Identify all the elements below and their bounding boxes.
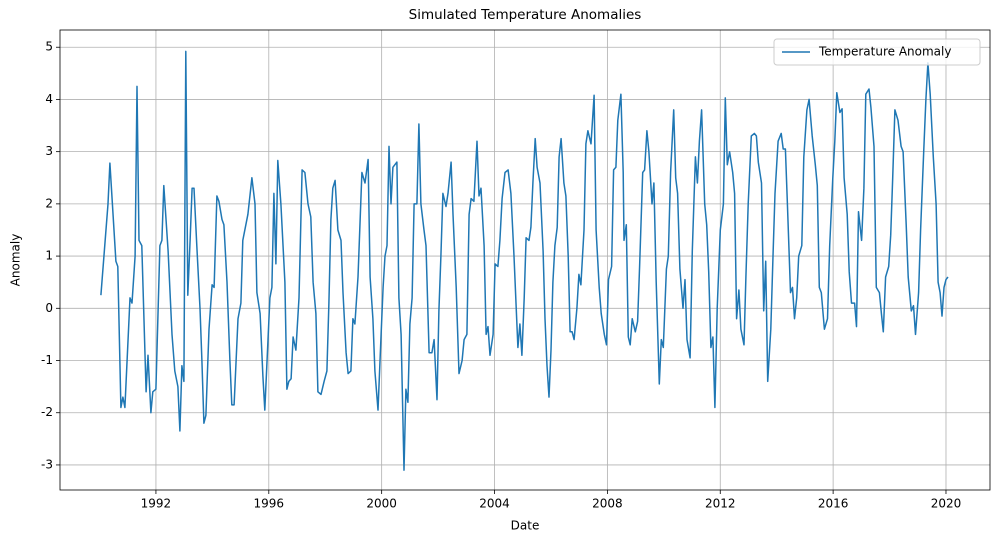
chart-title: Simulated Temperature Anomalies: [409, 7, 642, 23]
y-tick-label: 1: [45, 249, 53, 263]
x-tick-label: 1992: [141, 497, 172, 511]
legend-box: [773, 38, 981, 66]
y-tick-label: 5: [45, 40, 53, 54]
data-line: [100, 50, 949, 471]
x-tick-label: 2020: [931, 497, 962, 511]
x-tick-label: 2016: [818, 497, 849, 511]
y-tick-label: -2: [41, 405, 53, 419]
x-tick-label: 2004: [479, 497, 510, 511]
y-tick-label: 3: [45, 144, 53, 158]
x-tick-label: 2008: [592, 497, 623, 511]
y-tick-label: 0: [45, 301, 53, 315]
legend: Temperature Anomaly: [773, 38, 981, 66]
x-tick-label: 2012: [705, 497, 736, 511]
plot-frame: [59, 29, 991, 491]
y-tick-label: 2: [45, 196, 53, 210]
legend-label: Temperature Anomaly: [818, 45, 951, 59]
y-tick-label: -3: [41, 457, 53, 471]
y-tick-label: -1: [41, 353, 53, 367]
x-axis-label: Date: [511, 519, 540, 533]
x-tick-label: 2000: [366, 497, 397, 511]
y-tick-label: 4: [45, 92, 53, 106]
x-tick-label: 1996: [254, 497, 285, 511]
y-axis-label: Anomaly: [9, 234, 23, 287]
